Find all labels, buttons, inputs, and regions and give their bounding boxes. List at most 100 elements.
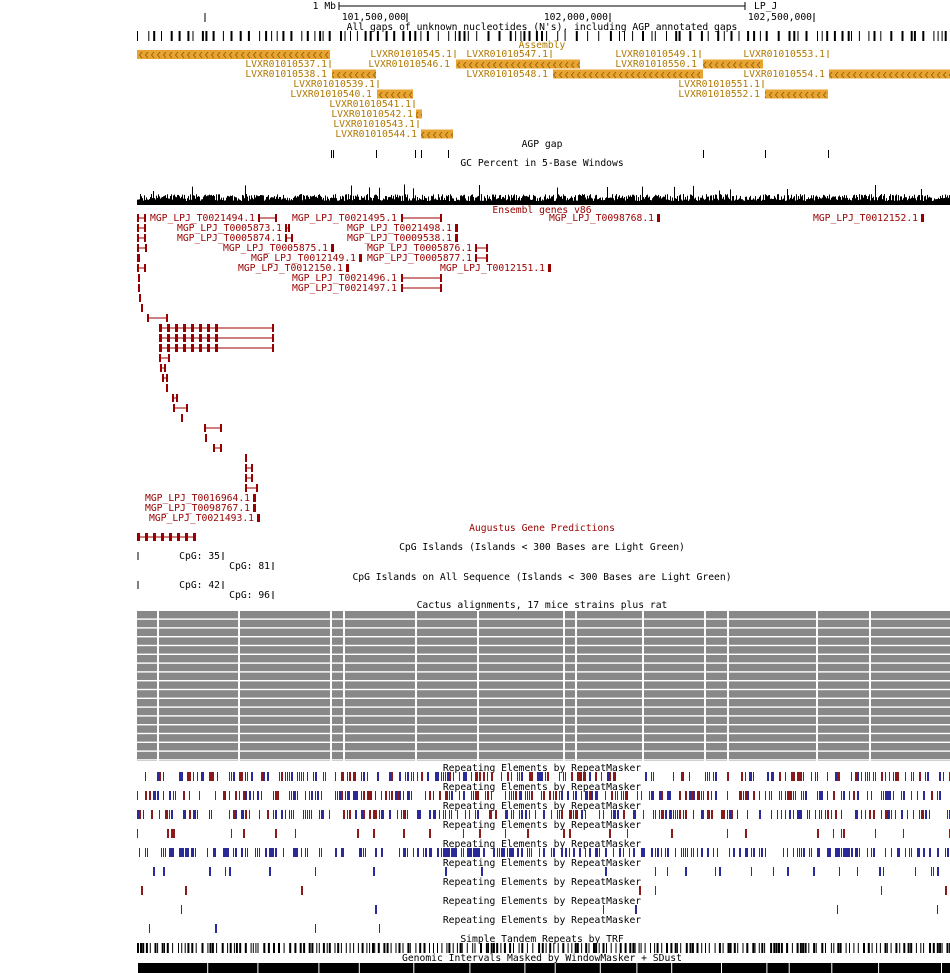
repeat xyxy=(803,772,804,781)
gap xyxy=(937,31,939,41)
repeat xyxy=(669,810,671,819)
repeat xyxy=(163,867,165,876)
gc-bar xyxy=(907,200,908,205)
gc-bar xyxy=(306,195,307,205)
repeat xyxy=(845,848,847,857)
gc-bar xyxy=(346,194,347,205)
tandem-repeat xyxy=(778,943,780,953)
repeat xyxy=(661,848,662,857)
repeat xyxy=(347,772,348,781)
gene-exon xyxy=(159,354,161,362)
gene-label: MGP_LPJ_T0005874.1 xyxy=(177,233,282,244)
gc-bar xyxy=(878,197,879,205)
gc-bar xyxy=(462,196,463,205)
gc-bar xyxy=(177,194,178,205)
agp-gap xyxy=(376,150,377,158)
gap xyxy=(847,31,850,41)
repeat xyxy=(711,810,713,819)
gc-bar xyxy=(333,194,334,205)
repeat xyxy=(777,810,778,819)
gc-bar xyxy=(490,199,491,205)
repeat xyxy=(357,791,358,800)
tandem-repeat xyxy=(714,943,716,953)
repeat xyxy=(341,772,343,781)
repeat xyxy=(597,848,598,857)
repeat xyxy=(585,791,587,800)
gap xyxy=(557,31,559,41)
gc-bar xyxy=(622,195,623,205)
gc-bar xyxy=(331,197,332,205)
gap xyxy=(624,31,625,41)
track-title: Repeating Elements by RepeatMasker xyxy=(443,820,641,831)
repeat xyxy=(193,810,195,819)
gc-bar xyxy=(465,198,466,205)
gc-bar xyxy=(640,194,641,205)
repeat xyxy=(307,810,308,819)
gap xyxy=(738,31,740,41)
gc-bar xyxy=(224,200,225,205)
gc-bar xyxy=(744,200,745,205)
repeat xyxy=(585,810,586,819)
repeat xyxy=(169,848,171,857)
repeat xyxy=(751,772,752,781)
gap xyxy=(205,31,208,41)
gene-exon xyxy=(177,533,180,541)
repeat xyxy=(815,810,816,819)
gc-bar xyxy=(482,200,483,205)
gc-bar xyxy=(152,198,153,205)
repeat xyxy=(361,772,362,781)
gc-bar xyxy=(820,198,821,205)
gap xyxy=(385,31,388,41)
repeat xyxy=(211,772,213,781)
repeat xyxy=(185,810,186,819)
repeat xyxy=(521,791,522,800)
gene-exon xyxy=(254,504,256,512)
repeat xyxy=(787,848,788,857)
repeat xyxy=(301,848,302,857)
repeat xyxy=(707,791,709,800)
gc-bar xyxy=(560,196,561,205)
gene-exon xyxy=(288,224,290,232)
tandem-repeat xyxy=(337,943,340,953)
gc-bar xyxy=(384,199,385,205)
tandem-repeat xyxy=(207,943,209,953)
track-title: All gaps of unknown nucleotides (N's), i… xyxy=(347,22,738,33)
assembly-label: LVXR01010539.1 xyxy=(293,79,375,90)
agp-gap xyxy=(415,150,416,158)
gc-bar xyxy=(939,199,940,205)
gc-bar xyxy=(914,194,915,205)
repeat xyxy=(573,848,575,857)
tandem-repeat xyxy=(910,943,913,953)
repeat xyxy=(609,829,611,838)
repeat xyxy=(405,772,406,781)
gc-bar xyxy=(605,198,606,205)
repeat xyxy=(947,848,949,857)
gc-bar xyxy=(912,196,913,205)
repeat xyxy=(653,791,654,800)
tandem-repeat xyxy=(602,943,605,953)
gc-bar xyxy=(621,197,622,205)
track-title: Assembly xyxy=(519,40,566,51)
repeat xyxy=(575,810,577,819)
gc-bar xyxy=(338,200,339,205)
tandem-repeat xyxy=(374,943,376,953)
repeat xyxy=(727,810,728,819)
mask-gap xyxy=(671,963,673,973)
gc-bar xyxy=(516,195,517,205)
repeat xyxy=(873,772,874,781)
gc-bar xyxy=(276,196,277,205)
tandem-repeat xyxy=(303,943,306,953)
repeat xyxy=(361,848,362,857)
gc-bar xyxy=(223,197,224,205)
repeat xyxy=(163,848,164,857)
gc-bar xyxy=(357,194,358,205)
mask-gap xyxy=(941,963,942,973)
gc-bar xyxy=(539,197,540,205)
gene-exon xyxy=(168,354,170,362)
repeat xyxy=(603,810,604,819)
repeat xyxy=(471,791,472,800)
gene-exon xyxy=(245,454,247,462)
tandem-repeat xyxy=(273,943,275,953)
repeat xyxy=(881,810,882,819)
gc-bar xyxy=(810,198,811,205)
